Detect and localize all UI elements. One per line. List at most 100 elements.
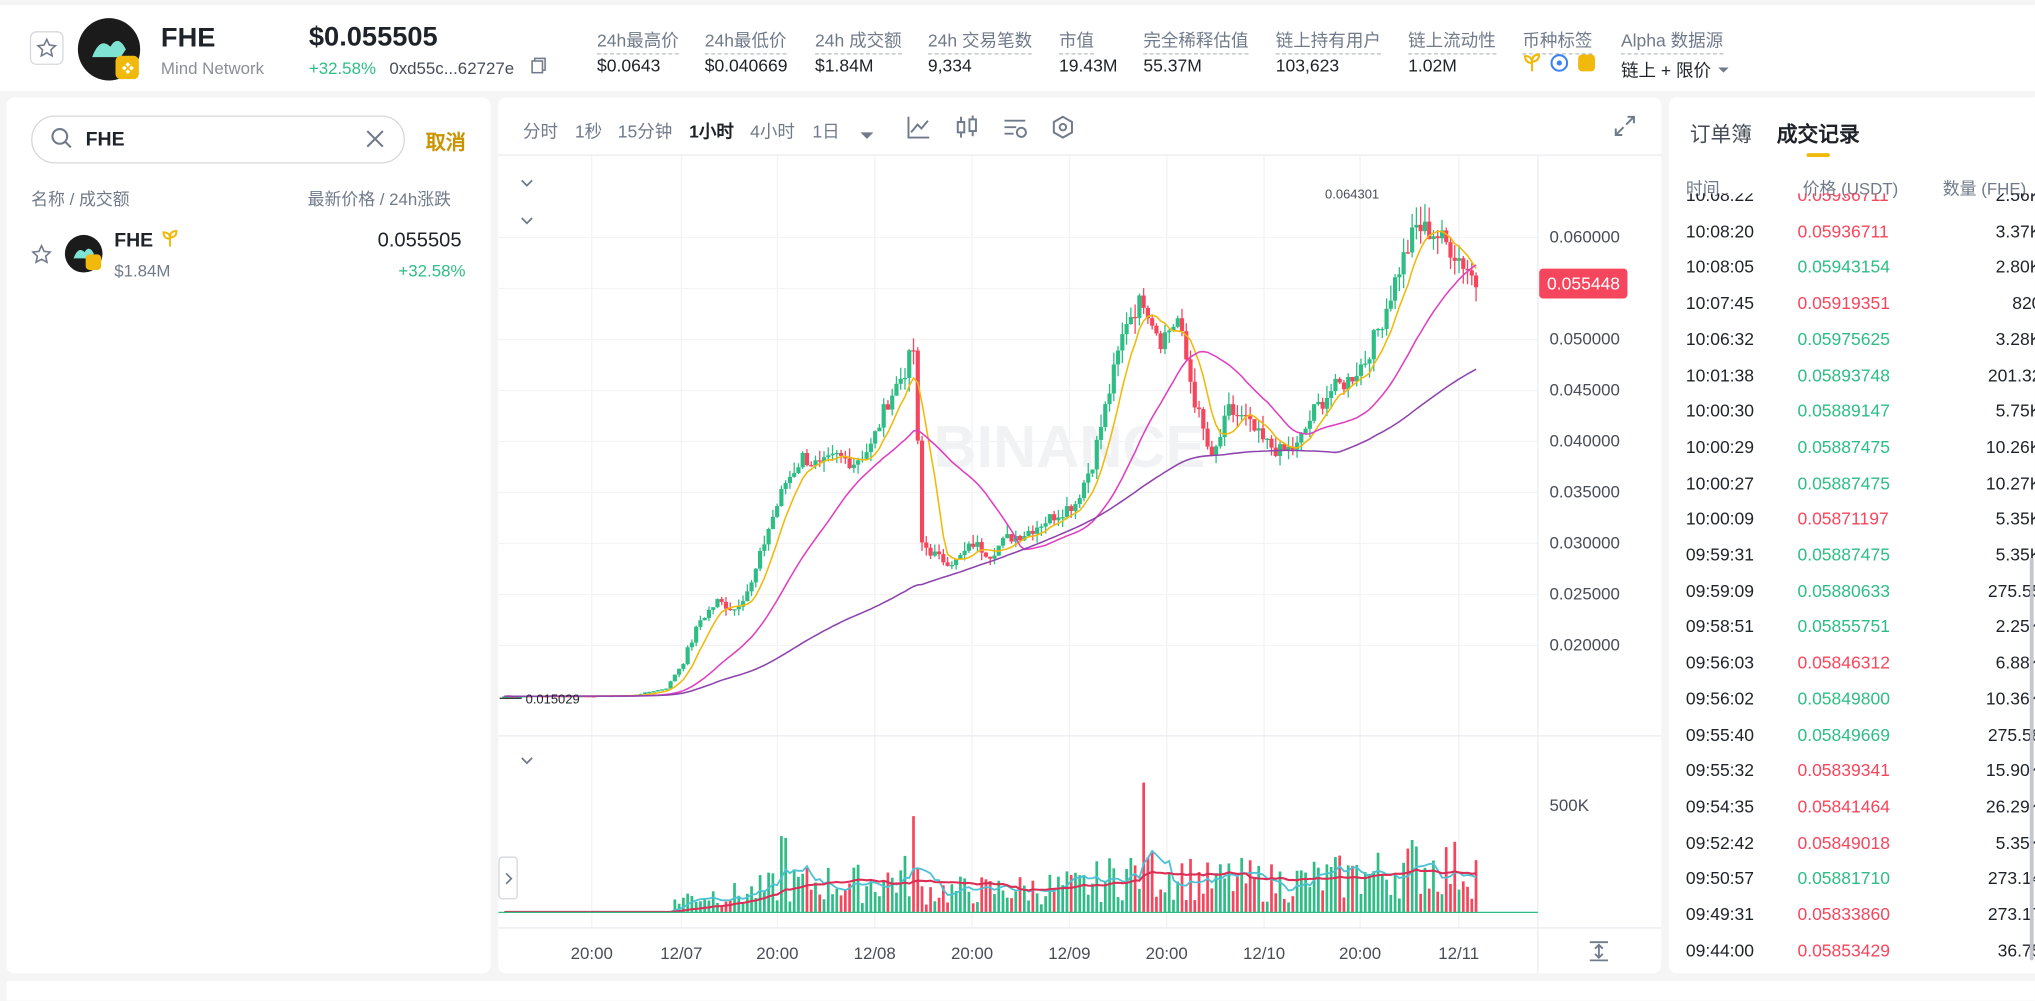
candle-body <box>1470 270 1474 275</box>
chart-settings-icon[interactable] <box>1050 114 1076 146</box>
candle-body <box>1065 506 1069 517</box>
candle-body <box>1235 415 1239 416</box>
candlestick-icon[interactable] <box>954 114 980 146</box>
trade-time: 10:07:45 <box>1686 293 1754 312</box>
x-axis-tick: 20:00 <box>571 944 613 963</box>
volume-bar <box>818 895 821 913</box>
candle-body <box>1363 364 1367 365</box>
candle-body <box>1018 536 1022 540</box>
candle-body <box>907 350 911 378</box>
candle-body <box>865 452 869 459</box>
search-input[interactable]: FHE <box>86 128 125 150</box>
tab-trade-history[interactable]: 成交记录 <box>1777 117 1860 148</box>
trade-list[interactable]: 10:08:220.059367112.56K10:08:200.0593671… <box>1669 193 2035 972</box>
volume-bar <box>1402 863 1405 913</box>
volume-bar <box>904 856 907 912</box>
timeframe-2[interactable]: 15分钟 <box>618 117 673 143</box>
scroll-left-arrow-icon[interactable] <box>498 857 517 900</box>
candle-body <box>1453 258 1457 261</box>
volume-bar <box>844 890 847 912</box>
line-chart-icon[interactable] <box>906 114 932 146</box>
indicators-icon[interactable] <box>1002 114 1028 146</box>
tab-order-book[interactable]: 订单簿 <box>1690 117 1752 148</box>
candle-body <box>1367 359 1371 363</box>
trade-list-scrollbar[interactable] <box>2030 558 2034 960</box>
candle-body <box>1308 421 1312 429</box>
candle-body <box>894 384 898 396</box>
volume-bar <box>921 886 924 912</box>
candle-body <box>890 396 894 410</box>
price-chart[interactable]: BINANCE0.0600000.0500000.0450000.0400000… <box>498 156 1661 974</box>
data-source-dropdown-icon[interactable] <box>1717 58 1730 81</box>
volume-bar <box>1436 892 1439 913</box>
copy-icon[interactable] <box>531 57 547 80</box>
volume-bar <box>1296 871 1299 913</box>
clear-search-icon[interactable] <box>366 130 384 155</box>
volume-bar <box>763 890 766 912</box>
contract-address[interactable]: 0xd55c...62727e <box>389 58 514 77</box>
timeframe-0[interactable]: 分时 <box>523 117 558 143</box>
stat-label: 24h 交易笔数 <box>928 26 1032 55</box>
candle-body <box>941 554 945 562</box>
candle-body <box>1312 404 1316 421</box>
candle-body <box>1380 329 1384 330</box>
volume-bar <box>1313 862 1316 913</box>
volume-bar <box>899 870 902 912</box>
candle-body <box>698 620 702 627</box>
cancel-button[interactable]: 取消 <box>426 127 466 156</box>
trade-price: 0.05853429 <box>1797 940 1890 959</box>
timeframe-dropdown-icon[interactable] <box>859 125 875 148</box>
candle-body <box>1350 377 1354 382</box>
candle-body <box>762 544 766 551</box>
fit-chart-icon[interactable] <box>1587 940 1610 970</box>
volume-bar <box>695 902 698 912</box>
candle-body <box>809 465 813 466</box>
timeframe-4[interactable]: 4小时 <box>750 117 795 143</box>
candle-body <box>971 544 975 547</box>
volume-bar <box>699 901 702 912</box>
volume-bar <box>835 889 838 912</box>
volume-bar <box>1249 860 1252 912</box>
volume-bar <box>1458 890 1461 913</box>
result-favorite-star-icon[interactable] <box>31 244 52 271</box>
vol-collapse-chevron-icon[interactable] <box>520 750 543 769</box>
timeframe-3[interactable]: 1小时 <box>689 117 734 143</box>
bnb-chain-badge-icon <box>116 56 139 79</box>
candle-body <box>707 610 711 618</box>
fullscreen-icon[interactable] <box>1613 114 1636 144</box>
candle-body <box>1410 228 1414 253</box>
timeframe-5[interactable]: 1日 <box>812 117 839 143</box>
candle-body <box>690 643 694 648</box>
timeframe-1[interactable]: 1秒 <box>575 117 602 143</box>
volume-bar <box>861 903 864 912</box>
volume-bar <box>831 894 834 912</box>
trade-row[interactable]: 10:07:450.05919351820 <box>1686 293 2035 329</box>
candle-body <box>1120 334 1124 350</box>
candle-body <box>1299 433 1303 443</box>
candle-body <box>1423 222 1427 232</box>
stat-value[interactable]: 链上 + 限价 <box>1621 56 1711 82</box>
candle-body <box>1086 473 1090 482</box>
favorite-star-icon[interactable] <box>30 31 64 65</box>
